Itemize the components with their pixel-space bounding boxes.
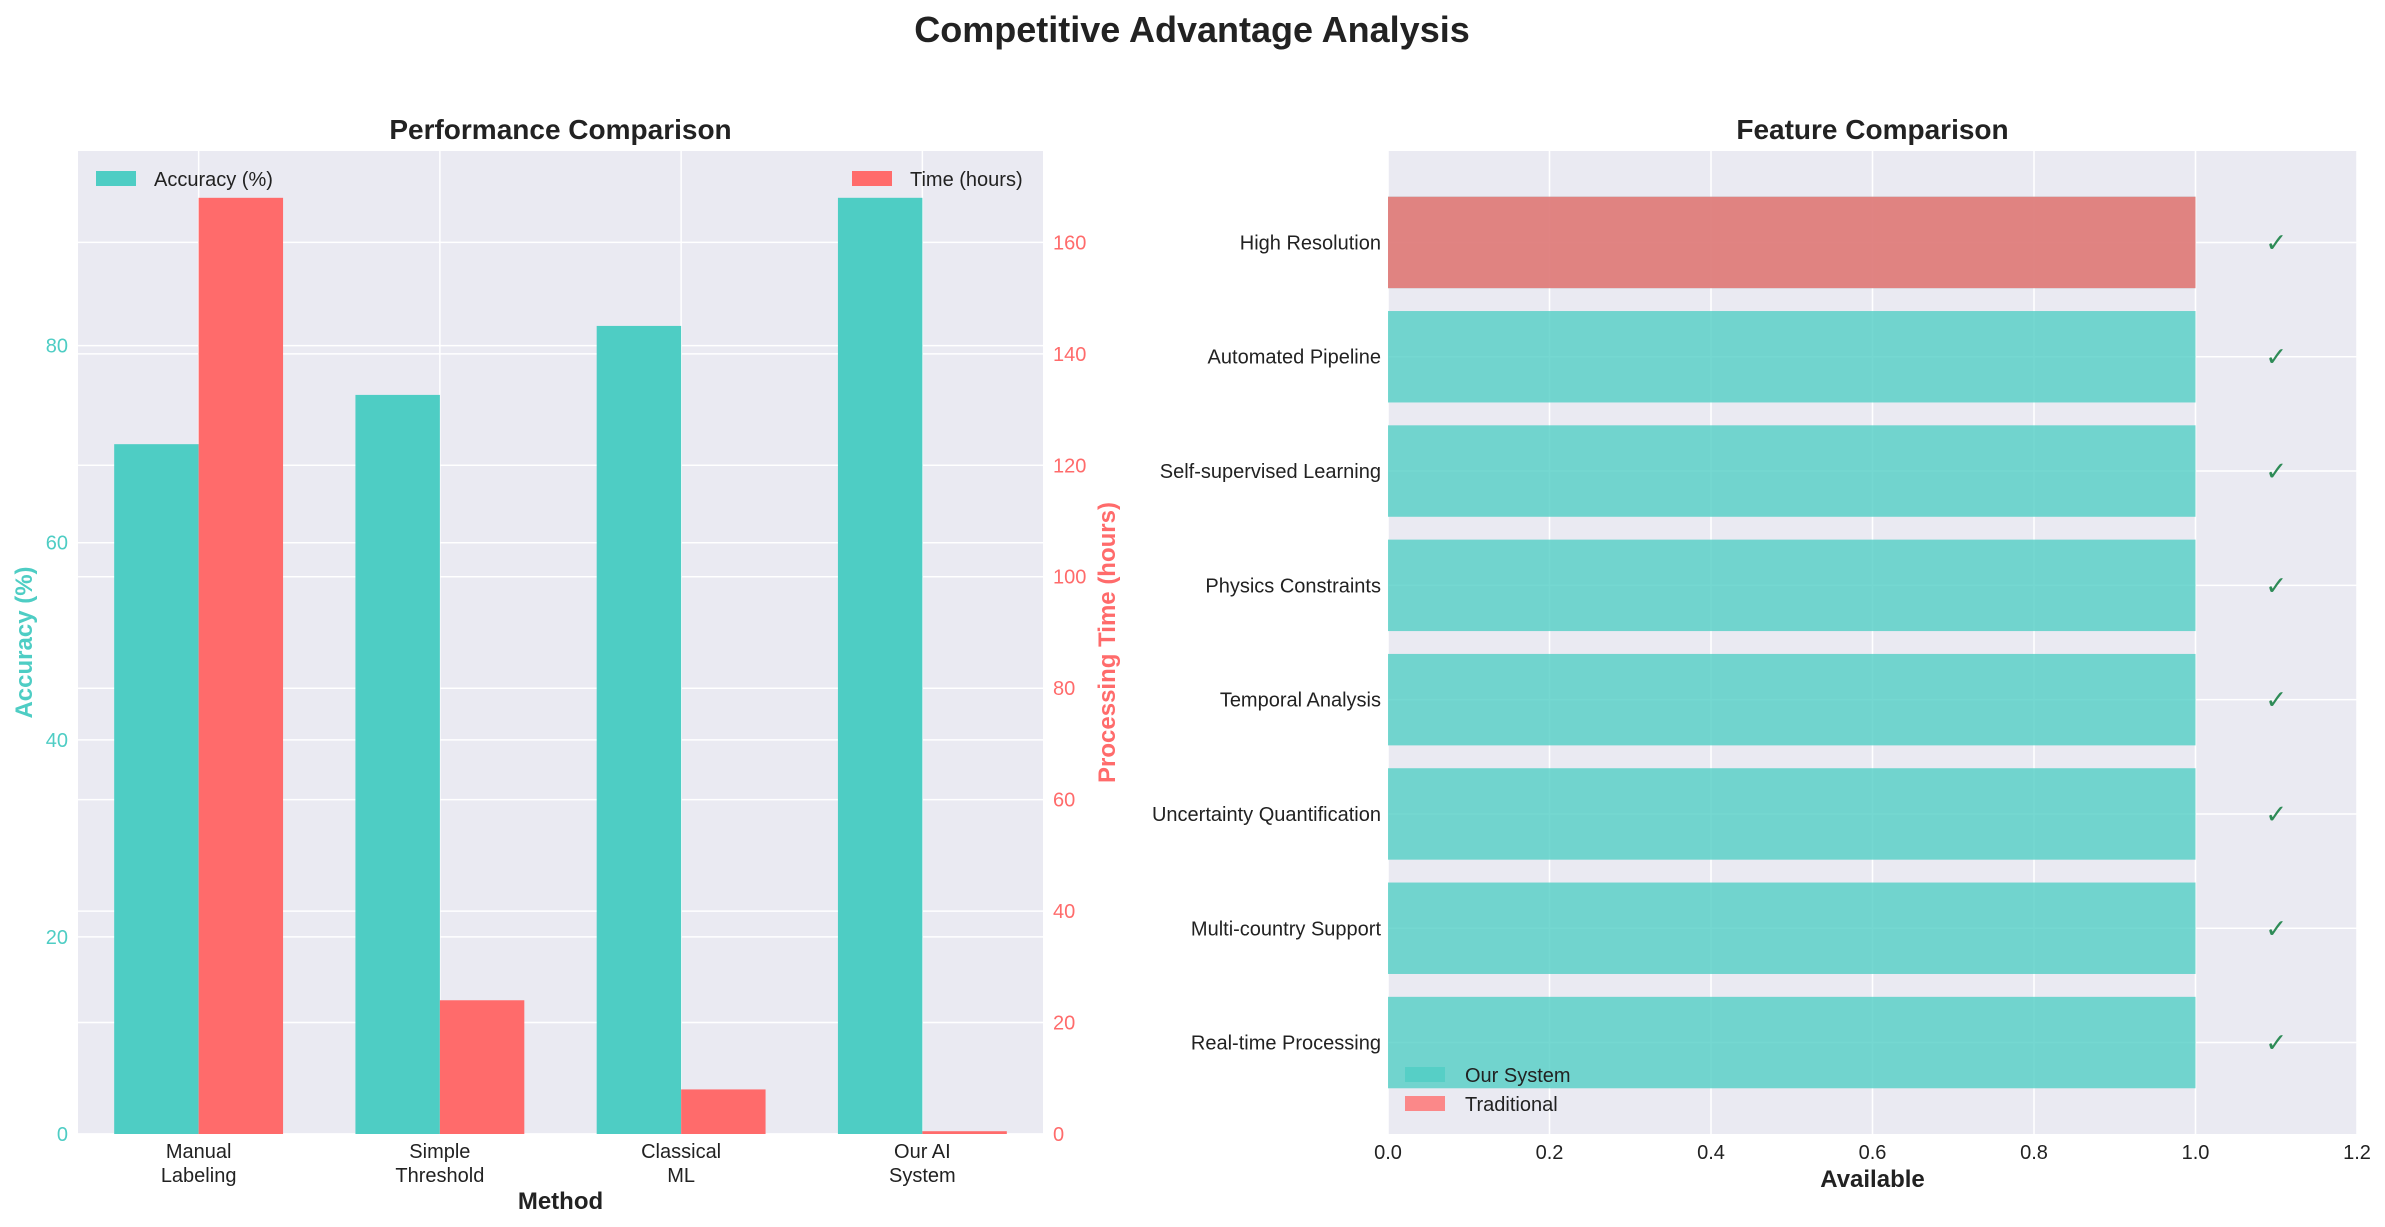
x-axis-label: Method: [518, 1188, 603, 1215]
bar-time-0: [198, 197, 284, 1135]
legend-swatch-our-system: [1405, 1067, 1445, 1082]
x-axis-label: Available: [1820, 1166, 1925, 1193]
legend-label-traditional: Traditional: [1465, 1094, 1558, 1116]
check-mark-5: ✓: [2265, 799, 2287, 829]
y-tick-label: Uncertainty Quantification: [1152, 804, 1381, 826]
check-mark-3: ✓: [2265, 570, 2287, 600]
bar-time-2: [681, 1089, 766, 1134]
x-tick-label: 1.2: [2343, 1142, 2371, 1164]
bar-time-3: [922, 1131, 1007, 1134]
bar-our-system-2: [1388, 425, 2196, 517]
y-tick-left: 20: [46, 927, 68, 949]
check-mark-7: ✓: [2265, 1028, 2287, 1058]
x-tick-label: 0.8: [2020, 1142, 2048, 1164]
legend-label-our-system: Our System: [1465, 1065, 1571, 1087]
y-tick-right: 80: [1053, 678, 1075, 700]
x-tick-label: 0.2: [1536, 1142, 1564, 1164]
y-axis-label-left: Accuracy (%): [11, 566, 38, 718]
y-tick-right: 120: [1053, 455, 1086, 477]
y-tick-left: 60: [46, 533, 68, 555]
legend-swatch-accuracy: [96, 171, 136, 186]
x-tick-label: 0.6: [1859, 1142, 1887, 1164]
legend-swatch-traditional: [1405, 1096, 1445, 1111]
y-axis-label-right: Processing Time (hours): [1094, 502, 1121, 783]
bar-our-system-4: [1388, 653, 2196, 746]
x-tick-label: 0.0: [1374, 1142, 1402, 1164]
bar-our-system-7: [1388, 996, 2196, 1089]
y-tick-label: Automated Pipeline: [1208, 347, 1381, 369]
y-tick-label: Multi-country Support: [1191, 918, 1382, 940]
bar-traditional-0: [1388, 196, 2196, 289]
bar-time-1: [439, 1000, 525, 1134]
feature-comparison-chart: ✓ ✓ ✓ ✓ ✓ ✓ ✓ ✓ High Resolution Automated Pipelin…: [1152, 114, 2371, 1193]
y-tick-label: Self-supervised Learning: [1160, 461, 1381, 483]
check-mark-0: ✓: [2265, 227, 2287, 257]
y-tick-left: 80: [46, 336, 68, 358]
y-tick-right: 140: [1053, 344, 1086, 366]
bar-our-system-1: [1388, 311, 2196, 403]
bar-our-system-3: [1388, 539, 2196, 632]
figure-title: Competitive Advantage Analysis: [914, 9, 1470, 50]
x-tick-label: Our AI System: [889, 1141, 956, 1187]
y-tick-right: 40: [1053, 901, 1075, 923]
bar-accuracy-3: [837, 197, 923, 1135]
bar-accuracy-2: [596, 325, 682, 1134]
bar-accuracy-0: [114, 444, 199, 1135]
x-tick-label: Classical ML: [641, 1141, 721, 1187]
legend-label-accuracy: Accuracy (%): [154, 169, 273, 191]
y-tick-label: High Resolution: [1240, 232, 1381, 254]
check-mark-2: ✓: [2265, 456, 2287, 486]
y-tick-label: Physics Constraints: [1205, 575, 1381, 597]
y-tick-right: 60: [1053, 790, 1075, 812]
y-tick-label: Real-time Processing: [1191, 1033, 1381, 1055]
check-mark-4: ✓: [2265, 685, 2287, 715]
y-tick-right: 0: [1053, 1124, 1064, 1146]
y-tick-right: 20: [1053, 1013, 1075, 1035]
y-tick-left: 0: [57, 1124, 68, 1146]
performance-comparison-chart: 0 20 40 60 80 0 20 40 60 80 100 120 140 160 Manual Labe…: [11, 114, 1121, 1215]
check-mark-1: ✓: [2265, 342, 2287, 372]
x-tick-label: Simple Threshold: [395, 1141, 484, 1187]
chart-title: Feature Comparison: [1736, 114, 2008, 145]
bar-accuracy-1: [355, 394, 440, 1135]
bar-our-system-6: [1388, 882, 2196, 974]
x-tick-label: Manual Labeling: [161, 1141, 237, 1187]
y-tick-label: Temporal Analysis: [1220, 690, 1381, 712]
x-tick-label: 1.0: [2182, 1142, 2210, 1164]
y-tick-right: 160: [1053, 232, 1086, 254]
check-mark-6: ✓: [2265, 913, 2287, 943]
y-tick-right: 100: [1053, 567, 1086, 589]
chart-title: Performance Comparison: [389, 114, 731, 145]
bar-our-system-5: [1388, 768, 2196, 860]
x-tick-label: 0.4: [1697, 1142, 1725, 1164]
legend-swatch-time: [852, 171, 892, 186]
y-tick-left: 40: [46, 730, 68, 752]
legend-label-time: Time (hours): [910, 169, 1023, 191]
